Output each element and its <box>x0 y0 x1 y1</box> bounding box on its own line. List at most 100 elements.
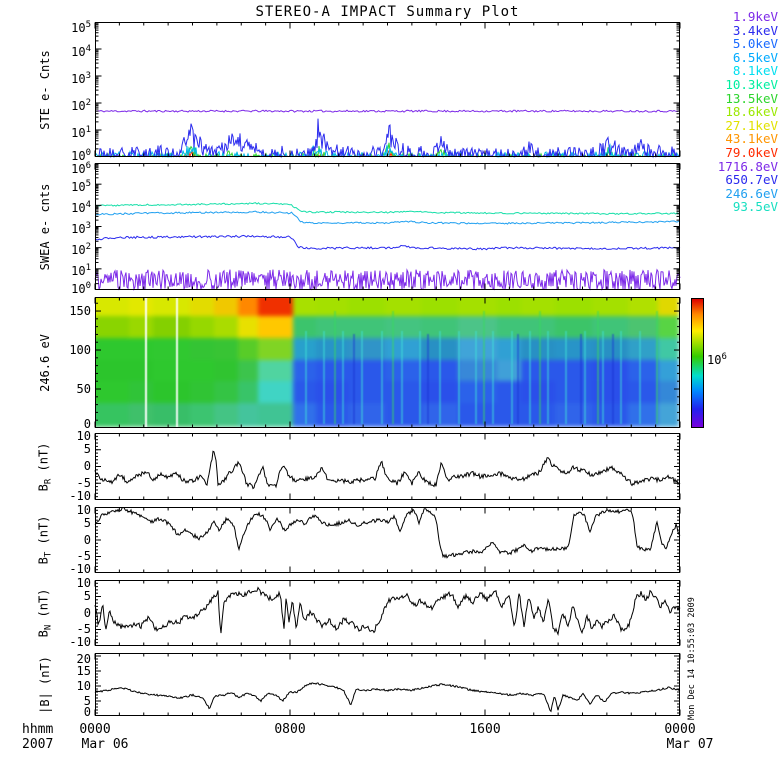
y-tick-label-bn: 0 <box>83 605 91 620</box>
streak <box>322 330 325 425</box>
heat-cell <box>238 337 260 362</box>
heat-cell <box>591 297 631 318</box>
heat-cell <box>657 337 679 362</box>
colorbar-scale-label: 106 <box>707 352 727 367</box>
heat-cell <box>457 381 499 406</box>
y-tick-label-spec: 150 <box>69 303 91 318</box>
streak <box>580 334 583 425</box>
streak <box>516 334 519 425</box>
heat-cell <box>152 337 192 362</box>
x-tick-time-label: 0800 <box>274 722 306 737</box>
panel-canvas-swea <box>94 163 681 292</box>
streak <box>547 330 550 425</box>
y-tick-label-spec: 50 <box>76 381 91 396</box>
y-tick-label-br: 5 <box>83 442 91 457</box>
heat-cell <box>213 403 241 427</box>
y-tick-label-swea: 100 <box>71 281 91 296</box>
page-title: STEREO-A IMPACT Summary Plot <box>255 4 520 20</box>
heat-cell <box>257 315 296 340</box>
y-tick-label-bmag: 15 <box>76 663 91 678</box>
heat-cell <box>628 359 660 384</box>
heat-cell <box>238 359 260 384</box>
heat-cell <box>213 359 241 384</box>
heat-cell <box>213 297 241 318</box>
heat-cell <box>257 297 296 318</box>
heat-cell <box>213 337 241 362</box>
y-tick-label-bmag: 0 <box>83 705 91 719</box>
heat-cell <box>238 403 260 427</box>
y-tick-label-swea: 103 <box>71 221 91 236</box>
panel-canvas-ste <box>94 22 681 159</box>
heat-cell <box>421 315 460 340</box>
panel-canvas-spec <box>94 297 681 428</box>
heat-cell <box>496 297 523 318</box>
heat-cell <box>152 403 192 427</box>
heat-cell <box>347 381 387 406</box>
streak <box>655 311 658 425</box>
y-tick-label-bmag: 5 <box>83 693 91 708</box>
y-tick-label-br: -5 <box>76 475 91 490</box>
streak <box>492 330 495 425</box>
streak <box>419 330 422 425</box>
heat-cell <box>421 297 460 318</box>
heat-cell <box>238 315 260 340</box>
heat-cell <box>128 359 155 384</box>
y-tick-label-swea: 102 <box>71 242 91 258</box>
panel-canvas-bt <box>94 506 681 573</box>
heat-cell <box>293 297 319 318</box>
x-axis-format-label: hhmm <box>22 722 54 737</box>
streak <box>333 311 336 425</box>
streak <box>611 334 614 425</box>
x-tick-date-label: Mar 07 <box>666 737 714 752</box>
legend-item: 18.6keV <box>725 104 778 120</box>
heat-cell <box>152 381 192 406</box>
streak <box>538 311 541 425</box>
panel-246ev-spectrogram <box>94 297 681 428</box>
heat-cell <box>213 381 241 406</box>
heat-cell <box>657 403 679 427</box>
streak <box>482 311 485 425</box>
heat-cell <box>457 359 499 384</box>
x-tick-time-label: 0000 <box>664 722 696 737</box>
heat-cell <box>555 297 594 318</box>
heat-cell <box>657 359 679 384</box>
legend-item: 27.1keV <box>725 117 778 133</box>
heat-cell <box>347 297 387 318</box>
heat-cell <box>496 381 523 406</box>
heat-cell <box>457 315 499 340</box>
y-tick-label-bn: 10 <box>76 576 91 590</box>
heat-cell <box>496 315 523 340</box>
heat-cell <box>95 359 131 384</box>
streak <box>620 330 623 425</box>
legend-item: 3.4keV <box>732 22 778 38</box>
heat-cell <box>496 403 523 427</box>
streak <box>353 334 356 425</box>
streak <box>565 330 568 425</box>
spectrogram-streaks <box>95 297 680 428</box>
heat-cell <box>257 337 296 362</box>
heat-cell <box>347 315 387 340</box>
y-tick-label-swea: 101 <box>71 263 91 279</box>
y-tick-label-bt: 5 <box>83 516 91 530</box>
legend-item: 13.5keV <box>725 90 778 106</box>
spectrogram-colorbar <box>691 298 704 428</box>
y-axis-title-ste: STE e- Cnts <box>38 49 52 130</box>
legend-item: 93.5eV <box>732 199 778 215</box>
y-tick-label-ste: 105 <box>71 20 91 35</box>
y-tick-label-spec: 0 <box>83 417 91 431</box>
y-tick-label-swea: 105 <box>71 178 91 194</box>
streak <box>392 311 395 425</box>
heat-cell <box>128 381 155 406</box>
heat-cell <box>257 381 296 406</box>
heat-cell <box>347 337 387 362</box>
heat-cell <box>657 315 679 340</box>
y-tick-label-bt: 10 <box>76 503 91 517</box>
streak <box>638 330 641 425</box>
panel-b-radial <box>94 433 681 500</box>
heat-cell <box>457 403 499 427</box>
heat-cell <box>152 359 192 384</box>
panel-canvas-bn <box>94 580 681 646</box>
panel-b-tangential <box>94 506 681 573</box>
heat-cell <box>189 381 216 406</box>
